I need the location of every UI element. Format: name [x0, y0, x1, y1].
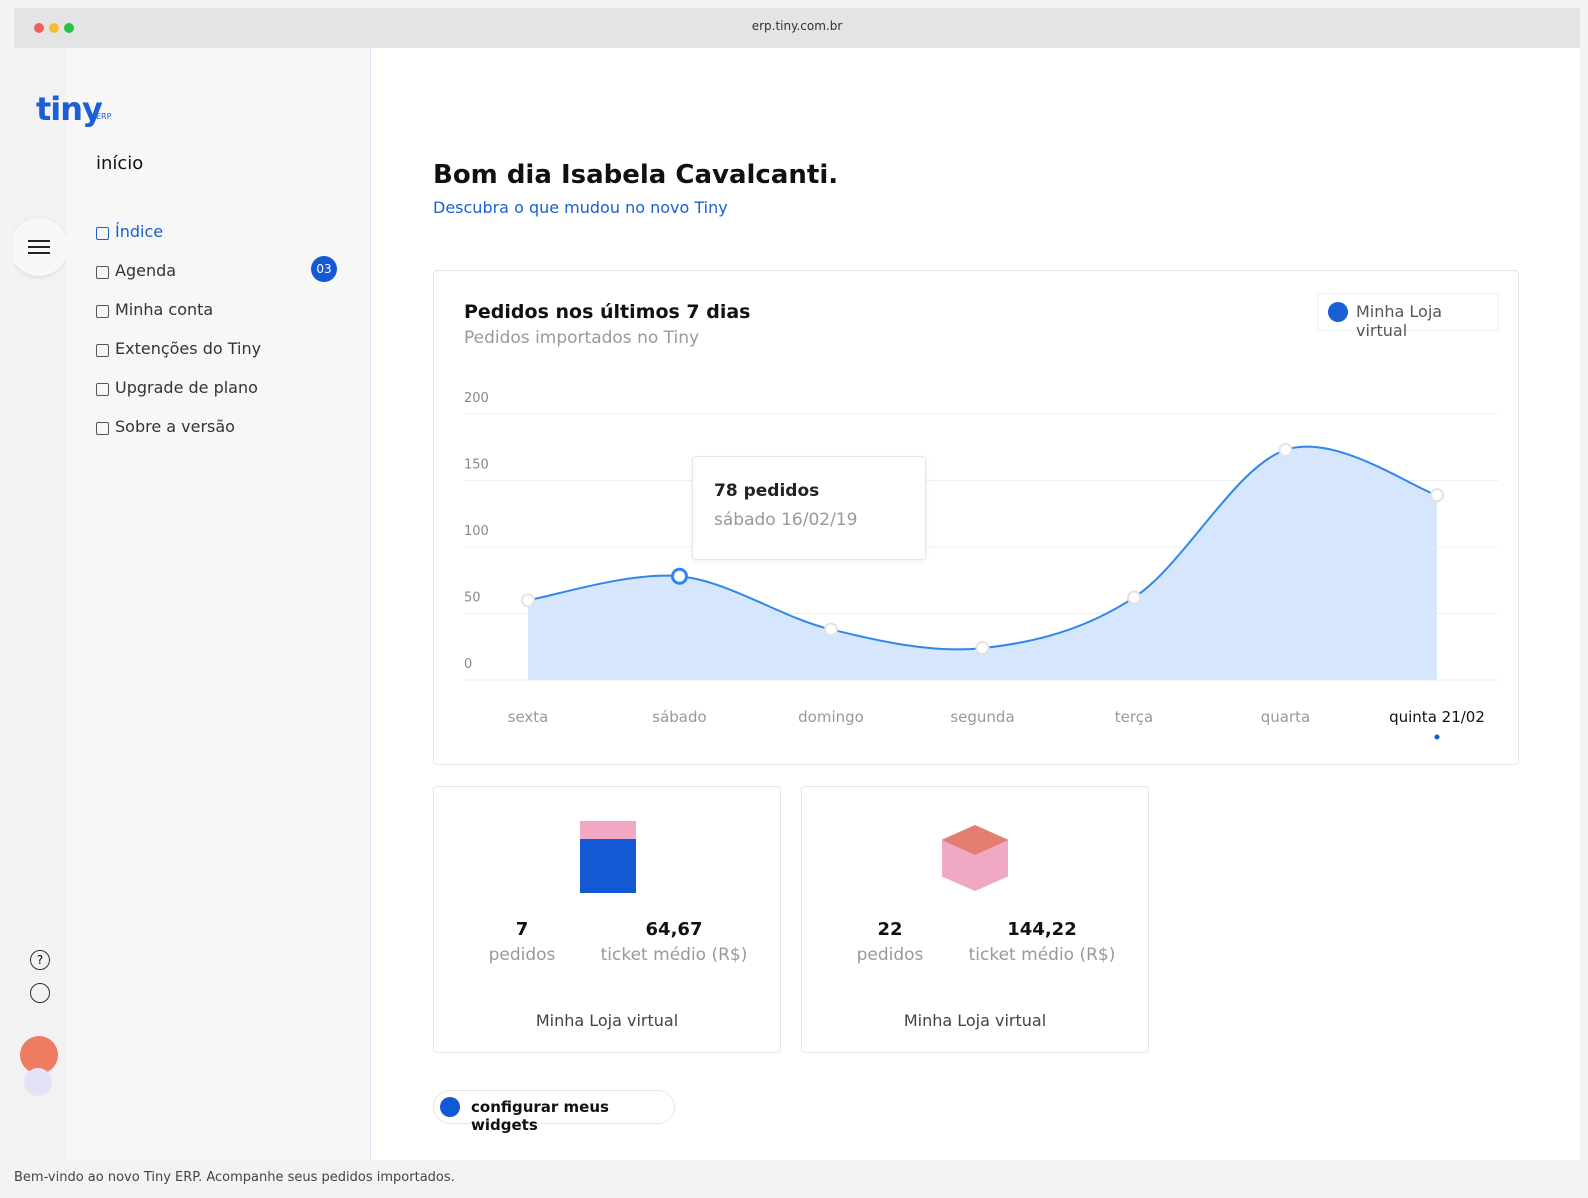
config-label: configurar meus widgets — [471, 1098, 609, 1134]
ticket-value: 64,67 — [645, 919, 703, 940]
menu-icon — [96, 305, 109, 318]
orders-count: 7 — [515, 919, 529, 940]
rail: ? — [14, 48, 68, 1160]
menu-item[interactable]: Upgrade de plano — [115, 378, 258, 397]
legend-label: Minha Loja virtual — [1356, 302, 1443, 340]
greeting: Bom dia Isabela Cavalcanti. — [433, 160, 839, 190]
logo: tiny — [36, 90, 103, 128]
x-tick-label: sábado — [652, 708, 706, 726]
maximize[interactable] — [64, 23, 74, 33]
menu-item[interactable]: Índice — [115, 222, 164, 241]
point — [824, 622, 838, 637]
footer: Bem-vindo ao novo Tiny ERP. Acompanhe se… — [14, 1170, 455, 1185]
store-name: Minha Loja virtual — [535, 1011, 679, 1030]
x-tick-label: quarta — [1261, 708, 1310, 726]
close[interactable] — [34, 23, 44, 33]
orders-count: 22 — [877, 919, 903, 940]
ticket-label: ticket médio (R$) — [600, 945, 748, 965]
orders-label: pedidos — [856, 945, 924, 965]
current-day-dot — [1434, 734, 1440, 740]
news-link[interactable]: Descubra o que mudou no novo Tiny — [433, 198, 728, 217]
x-tick-label: quinta 21/02 — [1389, 708, 1485, 726]
minimize[interactable] — [49, 23, 59, 33]
area — [528, 446, 1437, 680]
bag-top — [580, 821, 636, 839]
store-name: Minha Loja virtual — [903, 1011, 1047, 1030]
point — [1127, 590, 1141, 605]
menu-icon — [96, 422, 109, 435]
y-tick-label: 200 — [464, 391, 489, 406]
menu-item[interactable]: Agenda — [115, 261, 177, 280]
y-tick-label: 100 — [464, 524, 489, 539]
browser-window: erp.tiny.com.br ? tiny ERP início 03 Bom… — [14, 8, 1580, 1160]
x-tick-label: segunda — [950, 708, 1014, 726]
chart-title: Pedidos nos últimos 7 dias — [464, 301, 751, 323]
point — [1278, 442, 1293, 457]
menu-item[interactable]: Extenções do Tiny — [115, 339, 262, 358]
menu-icon — [96, 344, 109, 357]
y-tick-label: 0 — [464, 657, 472, 672]
tooltip-label: 78 pedidos — [714, 481, 820, 501]
section-title: início — [96, 153, 144, 174]
menu-item[interactable]: Minha conta — [115, 300, 214, 319]
point — [671, 567, 688, 585]
chart-subtitle: Pedidos importados no Tiny — [464, 328, 700, 348]
menu-toggle[interactable] — [14, 218, 68, 276]
browser-bar: erp.tiny.com.br — [14, 8, 1580, 48]
menu-icon — [96, 227, 109, 240]
sidebar — [66, 48, 371, 1160]
x-tick-label: sexta — [508, 708, 549, 726]
x-tick-label: terça — [1115, 708, 1153, 726]
chart: 0 50 100 150 200 sexta sábado domingo segunda ter… — [464, 391, 1498, 740]
legend[interactable]: Minha Loja virtual — [1317, 293, 1499, 340]
help-icon[interactable]: ? — [30, 950, 50, 970]
url: erp.tiny.com.br — [751, 19, 843, 33]
avatar[interactable] — [20, 1036, 58, 1074]
bag-icon — [580, 831, 636, 893]
point — [975, 641, 990, 656]
widget-card: 22 pedidos 144,22 ticket médio (R$) Minha Lo… — [801, 786, 1149, 1053]
gear-icon — [440, 1097, 460, 1117]
ticket-label: ticket médio (R$) — [968, 945, 1116, 965]
avatar-2[interactable] — [24, 1068, 52, 1096]
menu-item[interactable]: Sobre a versão — [115, 417, 235, 436]
badge: 03 — [311, 256, 337, 282]
point — [1430, 488, 1444, 503]
point — [521, 593, 535, 608]
menu-icon — [96, 266, 109, 279]
legend-icon — [1328, 302, 1348, 322]
x-tick-label: domingo — [798, 708, 864, 726]
tooltip: 78 pedidos sábado 16/02/19 — [692, 456, 926, 560]
notification-icon[interactable] — [30, 983, 50, 1003]
y-tick-label: 50 — [464, 591, 481, 606]
ticket-value: 144,22 — [1007, 919, 1077, 940]
orders-label: pedidos — [488, 945, 556, 965]
y-tick-label: 150 — [464, 458, 489, 473]
menu-icon — [96, 383, 109, 396]
widget-card: 7 pedidos 64,67 ticket médio (R$) Minha Loja… — [433, 786, 781, 1053]
tooltip-date: sábado 16/02/19 — [714, 510, 858, 530]
logo-suffix: ERP — [96, 112, 112, 121]
config-button[interactable]: configurar meus widgets — [433, 1090, 675, 1134]
